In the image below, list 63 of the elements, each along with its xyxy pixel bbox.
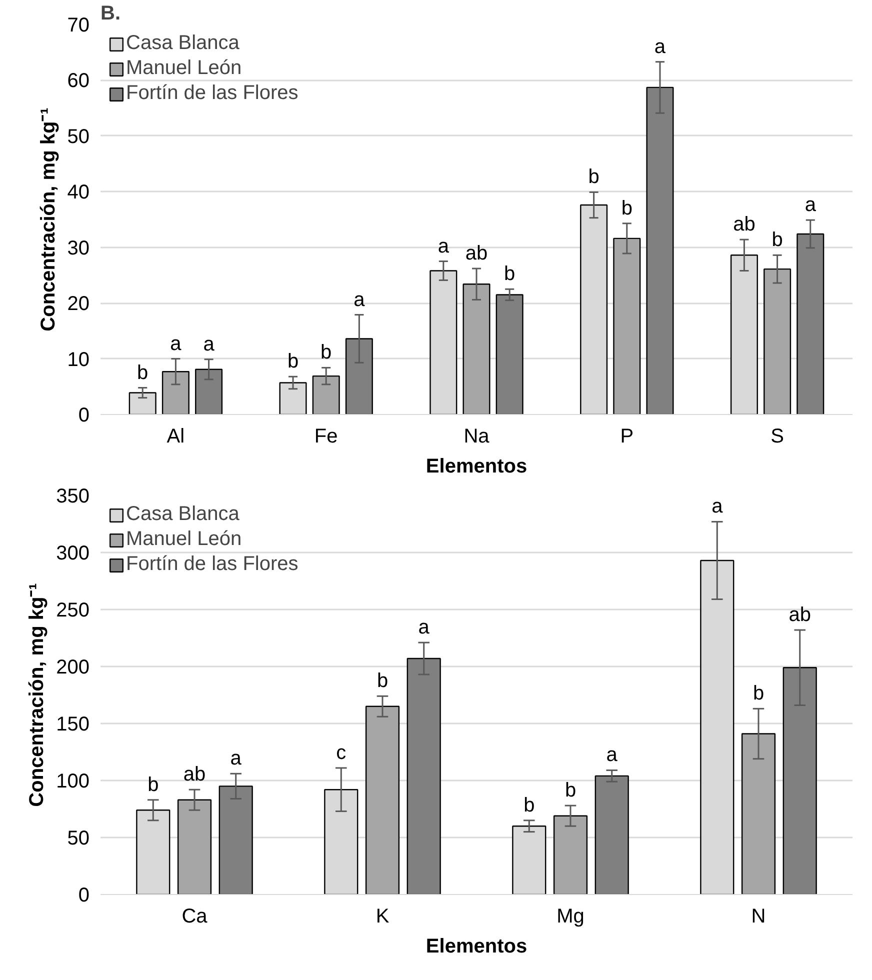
legend-label: Fortín de las Flores [126, 553, 298, 576]
data-label: a [712, 496, 724, 518]
data-label: c [336, 742, 346, 764]
data-label: a [170, 332, 182, 355]
data-label: b [137, 362, 148, 384]
legend-label: Manuel León [126, 57, 242, 80]
x-tick-label: S [770, 426, 784, 448]
data-label: a [654, 36, 666, 58]
x-tick-label: Ca [182, 906, 208, 928]
x-tick-label: P [620, 426, 634, 448]
data-label: b [588, 166, 600, 188]
data-label: ab [733, 214, 756, 236]
legend-label: Manuel León [126, 528, 242, 551]
data-label: a [438, 235, 450, 258]
data-label: b [287, 350, 299, 373]
legend-label: Casa Blanca [126, 32, 240, 55]
x-axis-title: Elementos [426, 936, 528, 958]
x-axis-title: Elementos [426, 456, 528, 478]
data-label: b [772, 229, 783, 252]
data-label: b [564, 780, 576, 802]
y-axis-title: Concentración, mg kg⁻¹ [26, 582, 48, 807]
y-tick-label: 50 [67, 126, 90, 148]
data-label: b [148, 774, 159, 796]
data-label: b [621, 197, 632, 220]
y-tick-label: 250 [56, 600, 90, 622]
y-tick-label: 0 [78, 884, 90, 906]
y-tick-label: 50 [67, 828, 90, 850]
data-label: ab [788, 604, 811, 626]
y-tick-label: 60 [67, 70, 90, 92]
y-tick-label: 300 [56, 542, 90, 564]
data-label: b [524, 794, 535, 816]
data-label: a [418, 616, 430, 639]
data-label: a [354, 288, 366, 311]
data-label: b [376, 670, 388, 692]
y-axis-title: Concentración, mg kg⁻¹ [37, 107, 60, 332]
y-tick-label: 70 [67, 14, 90, 36]
y-tick-label: 200 [56, 656, 90, 678]
data-label: ab [465, 242, 488, 265]
y-tick-label: 150 [56, 714, 90, 736]
legend-label: Casa Blanca [126, 503, 240, 526]
x-tick-label: K [376, 906, 390, 928]
data-label: ab [183, 764, 206, 786]
data-label: a [606, 744, 618, 766]
x-tick-label: Al [166, 426, 185, 448]
y-tick-label: 0 [78, 404, 90, 426]
x-tick-label: Na [464, 426, 490, 448]
data-label: a [230, 748, 242, 770]
y-tick-label: 100 [56, 770, 90, 792]
data-label: b [504, 263, 516, 286]
data-label: a [203, 333, 216, 356]
data-label: a [804, 194, 817, 216]
y-tick-label: 350 [56, 486, 90, 508]
y-tick-label: 40 [67, 182, 90, 204]
x-tick-label: Fe [314, 426, 338, 448]
x-tick-label: N [751, 906, 766, 928]
annotation: B. [100, 2, 120, 24]
y-tick-label: 20 [67, 293, 90, 316]
y-tick-label: 30 [67, 237, 90, 260]
data-label: b [320, 342, 332, 364]
x-tick-label: Mg [556, 906, 584, 928]
legend-label: Fortín de las Flores [126, 82, 298, 105]
data-label: b [752, 682, 764, 705]
y-tick-label: 10 [67, 348, 90, 371]
